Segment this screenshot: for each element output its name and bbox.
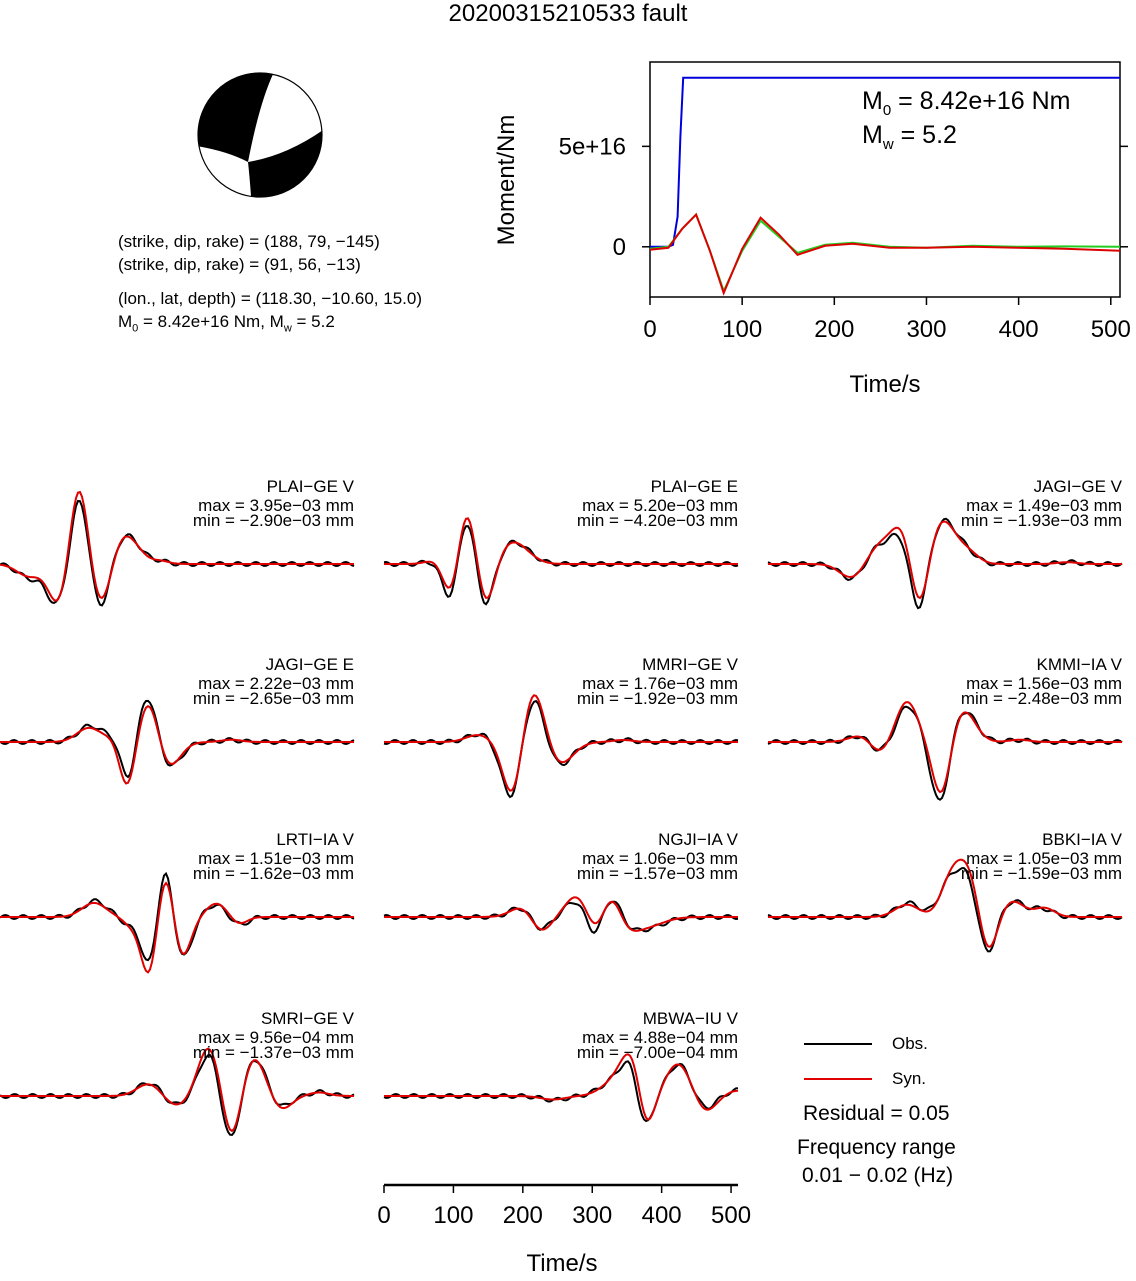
solution-magnitude: M0 = 8.42e+16 Nm, Mw = 5.2 — [118, 312, 335, 335]
trace-syn-4 — [384, 694, 738, 792]
waveform-xlabel: Time/s — [526, 1250, 597, 1277]
trace-min-9: min = −1.37e−03 mm — [192, 1043, 354, 1062]
solution-location: (lon., lat, depth) = (118.30, −10.60, 15… — [118, 289, 422, 308]
trace-syn-5 — [768, 701, 1122, 794]
trace-min-1: min = −4.20e−03 mm — [576, 511, 738, 530]
moment-ytick-label-0: 0 — [613, 234, 626, 261]
trace-name-2: JAGI−GE V — [1033, 477, 1122, 496]
legend-lines — [804, 1043, 872, 1080]
trace-min-4: min = −1.92e−03 mm — [576, 689, 738, 708]
waveform-area: 0 100 200 300 400 500 Time/s — [0, 490, 1123, 1277]
waveform-xtick-label-0: 0 — [377, 1202, 390, 1229]
legend-obs-label: Obs. — [892, 1034, 928, 1053]
trace-max-3: max = 2.22e−03 mm — [198, 674, 354, 693]
trace-max-2: max = 1.49e−03 mm — [966, 496, 1122, 515]
page-title: 20200315210533 fault — [448, 0, 688, 27]
trace-obs-2 — [767, 517, 1123, 610]
moment-xtick-label-5: 500 — [1091, 316, 1131, 343]
solution-nodal-plane-1: (strike, dip, rake) = (188, 79, −145) — [118, 232, 380, 251]
moment-ylabel: Moment/Nm — [493, 115, 520, 246]
moment-chart-frame — [649, 61, 1121, 298]
beachball-icon — [197, 72, 323, 198]
trace-min-0: min = −2.90e−03 mm — [192, 511, 354, 530]
moment-xtick-label-1: 100 — [722, 316, 762, 343]
trace-name-9: SMRI−GE V — [260, 1009, 354, 1028]
trace-syn-8 — [768, 858, 1122, 948]
moment-annotation-m0: M0 = 8.42e+16 Nm — [862, 87, 1070, 119]
trace-max-0: max = 3.95e−03 mm — [198, 496, 354, 515]
trace-min-5: min = −2.48e−03 mm — [960, 689, 1122, 708]
trace-syn-2 — [768, 520, 1122, 600]
legend-syn-label: Syn. — [892, 1069, 927, 1088]
trace-name-7: NGJI−IA V — [658, 830, 738, 849]
moment-series-2 — [649, 212, 1121, 296]
trace-name-8: BBKI−IA V — [1042, 830, 1122, 849]
trace-max-5: max = 1.56e−03 mm — [966, 674, 1122, 693]
trace-min-3: min = −2.65e−03 mm — [192, 689, 354, 708]
trace-min-8: min = −1.59e−03 mm — [960, 864, 1122, 883]
trace-name-1: PLAI−GE E — [650, 477, 738, 496]
trace-syn-1 — [384, 517, 738, 599]
trace-max-7: max = 1.06e−03 mm — [582, 849, 738, 868]
trace-min-10: min = −7.00e−04 mm — [576, 1043, 738, 1062]
trace-name-4: MMRI−GE V — [642, 655, 738, 674]
moment-xtick-label-2: 200 — [814, 316, 854, 343]
trace-name-5: KMMI−IA V — [1036, 655, 1123, 674]
frequency-title: Frequency range — [797, 1136, 956, 1159]
waveform-xtick-label-1: 100 — [433, 1202, 473, 1229]
trace-max-6: max = 1.51e−03 mm — [198, 849, 354, 868]
trace-max-1: max = 5.20e−03 mm — [582, 496, 738, 515]
moment-xlabel: Time/s — [849, 371, 920, 398]
moment-ytick-label-1: 5e+16 — [559, 133, 626, 160]
trace-min-2: min = −1.93e−03 mm — [960, 511, 1122, 530]
moment-xtick-label-0: 0 — [643, 316, 656, 343]
moment-xtick-label-3: 300 — [906, 316, 946, 343]
moment-series-1 — [649, 212, 1121, 294]
trace-name-6: LRTI−IA V — [276, 830, 354, 849]
solution-nodal-plane-2: (strike, dip, rake) = (91, 56, −13) — [118, 255, 361, 274]
trace-name-3: JAGI−GE E — [265, 655, 354, 674]
trace-syn-10 — [384, 1053, 739, 1121]
trace-max-10: max = 4.88e−04 mm — [582, 1028, 738, 1047]
waveform-xtick-label-3: 300 — [572, 1202, 612, 1229]
trace-syn-7 — [384, 896, 738, 932]
waveform-xtick-label-2: 200 — [503, 1202, 543, 1229]
trace-name-10: MBWA−IU V — [642, 1009, 738, 1028]
trace-max-8: max = 1.05e−03 mm — [966, 849, 1122, 868]
frequency-range: 0.01 − 0.02 (Hz) — [802, 1164, 954, 1187]
trace-obs-3 — [0, 699, 355, 779]
trace-min-6: min = −1.62e−03 mm — [192, 864, 354, 883]
trace-min-7: min = −1.57e−03 mm — [576, 864, 738, 883]
residual-label: Residual = 0.05 — [803, 1102, 950, 1125]
trace-max-9: max = 9.56e−04 mm — [198, 1028, 354, 1047]
trace-syn-9 — [0, 1047, 354, 1133]
trace-syn-6 — [0, 881, 354, 974]
waveform-xtick-label-4: 400 — [642, 1202, 682, 1229]
waveform-xtick-label-5: 500 — [711, 1202, 751, 1229]
trace-syn-0 — [0, 490, 354, 602]
trace-max-4: max = 1.76e−03 mm — [582, 674, 738, 693]
moment-annotation-mw: Mw = 5.2 — [862, 121, 957, 153]
trace-name-0: PLAI−GE V — [266, 477, 354, 496]
trace-obs-4 — [383, 699, 739, 799]
trace-syn-3 — [0, 705, 354, 785]
moment-xtick-label-4: 400 — [999, 316, 1039, 343]
trace-obs-1 — [383, 525, 739, 606]
